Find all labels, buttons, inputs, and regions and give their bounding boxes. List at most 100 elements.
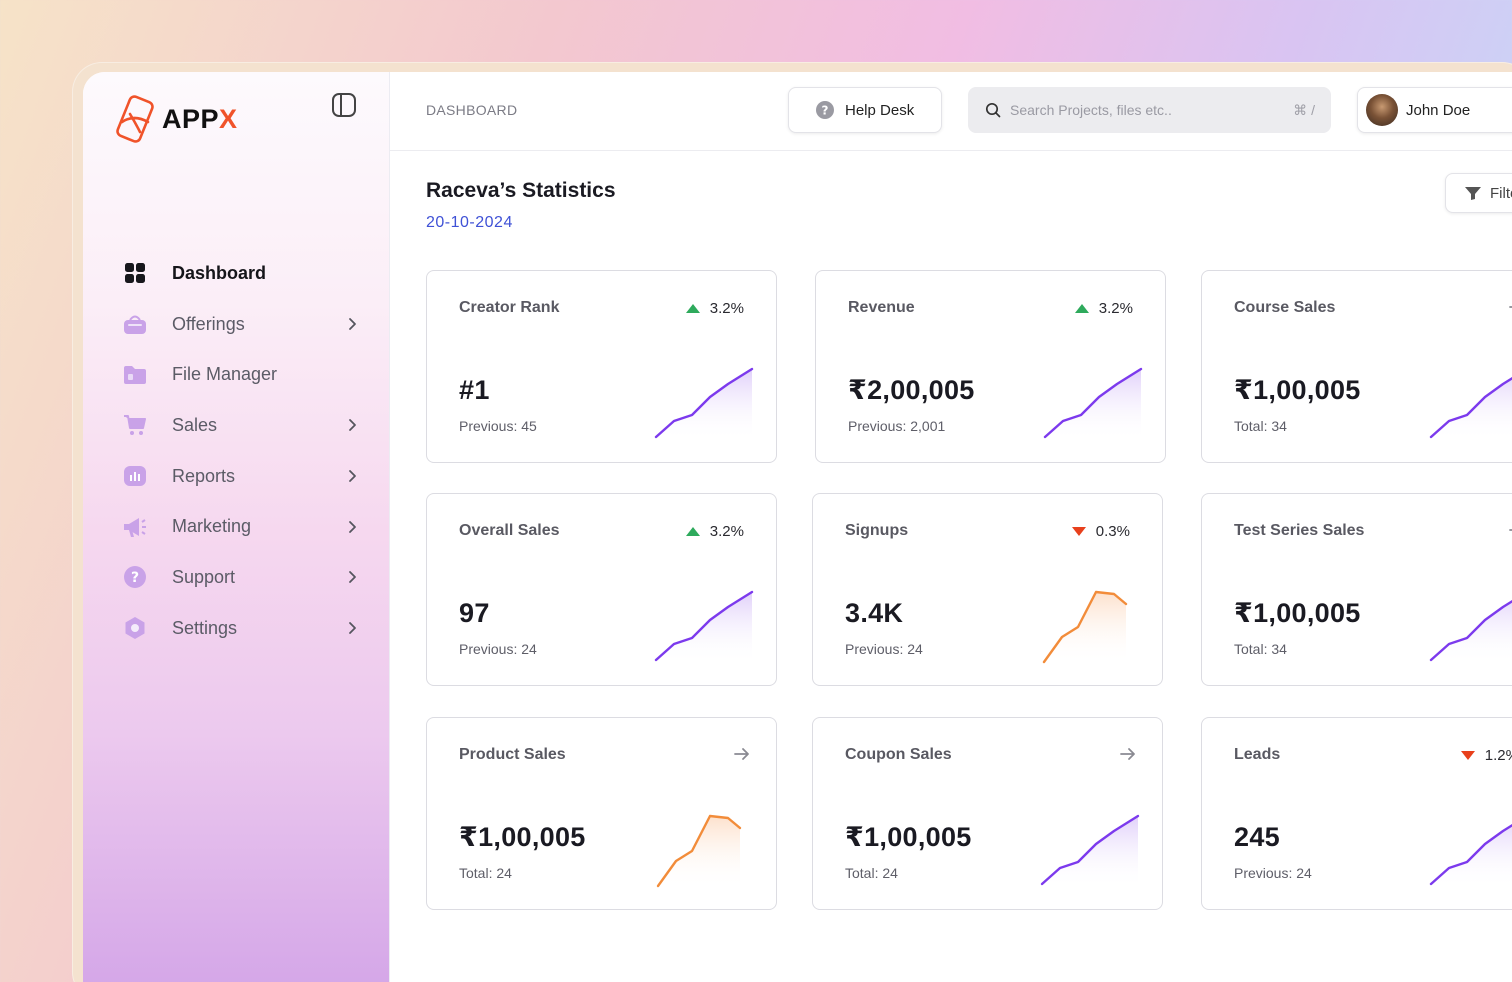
chevron-right-icon[interactable] (344, 620, 360, 636)
trend-badge: 3.2% (685, 300, 744, 317)
stat-card-coupon-sales[interactable]: Coupon Sales ₹1,00,005 Total: 24 (812, 717, 1163, 910)
stat-value: ₹1,00,005 (1234, 598, 1361, 628)
filter-icon (1465, 187, 1481, 200)
stat-subtext: Total: 34 (1234, 641, 1287, 657)
sparkline-line (1040, 814, 1140, 886)
trend-percent: 0.3% (1095, 523, 1130, 540)
stat-subtext: Previous: 24 (1234, 865, 1312, 881)
chevron-right-icon[interactable] (344, 316, 360, 332)
stat-card-test-series-sales[interactable]: Test Series Sales ₹1,00,005 Total: 34 (1201, 493, 1512, 686)
sidebar-item-file-manager[interactable]: File Manager (123, 349, 373, 400)
sparkline-area (1044, 592, 1126, 664)
sparkline-area (1431, 378, 1512, 441)
app-logo[interactable]: APPX (114, 92, 238, 146)
user-menu-button[interactable]: John Doe (1357, 87, 1512, 133)
sidebar-item-reports[interactable]: Reports (123, 451, 373, 502)
chevron-right-icon[interactable] (344, 468, 360, 484)
sparkline-chart (1040, 814, 1140, 888)
sparkline-line (654, 590, 754, 662)
arrow-right-icon[interactable] (1507, 520, 1512, 540)
stat-value: 97 (459, 598, 490, 628)
trend-down-icon (1460, 751, 1475, 760)
trend-up-icon (685, 304, 700, 313)
trend-percent: 3.2% (1098, 300, 1133, 317)
sparkline-chart (1042, 590, 1128, 664)
sparkline-area (658, 816, 740, 888)
appx-logo-icon (116, 95, 154, 143)
main-content: DASHBOARD ? Help Desk ⌘ / John Doe (390, 72, 1512, 982)
sidebar-item-label: Dashboard (172, 262, 267, 283)
search-bar[interactable]: ⌘ / (968, 87, 1331, 133)
sparkline-chart (654, 590, 754, 664)
chart-icon (123, 464, 147, 488)
stat-value: ₹1,00,005 (845, 822, 972, 852)
basket-icon (123, 312, 147, 336)
stat-label: Revenue (848, 299, 915, 316)
stat-card-leads[interactable]: Leads 1.2% 245 Previous: 24 (1201, 717, 1512, 910)
megaphone-icon (123, 515, 147, 539)
search-input[interactable] (1010, 102, 1280, 118)
arrow-right-icon[interactable] (1507, 297, 1512, 317)
sidebar-item-label: Reports (172, 465, 236, 486)
chevron-right-icon[interactable] (344, 519, 360, 535)
stat-subtext: Previous: 45 (459, 418, 537, 434)
stat-card-course-sales[interactable]: Course Sales ₹1,00,005 Total: 34 (1201, 270, 1512, 463)
stat-label: Creator Rank (459, 299, 560, 316)
trend-badge: 1.2% (1460, 747, 1512, 764)
top-bar: DASHBOARD ? Help Desk ⌘ / John Doe (390, 72, 1512, 151)
sidebar-toggle-icon[interactable] (331, 92, 357, 118)
arrow-right-icon[interactable] (732, 744, 752, 764)
stat-label: Signups (845, 522, 909, 539)
sidebar-item-label: Offerings (172, 313, 245, 334)
sparkline-line (1429, 599, 1512, 662)
chevron-right-icon[interactable] (344, 569, 360, 585)
trend-percent: 3.2% (709, 523, 744, 540)
sidebar-item-label: Settings (172, 617, 238, 638)
grid-icon (123, 261, 147, 285)
stat-card-product-sales[interactable]: Product Sales ₹1,00,005 Total: 24 (426, 717, 777, 910)
trend-up-icon (685, 527, 700, 536)
chevron-right-icon[interactable] (344, 417, 360, 433)
gear-icon (123, 616, 147, 640)
stat-value: #1 (459, 375, 490, 405)
sidebar-item-offerings[interactable]: Offerings (123, 299, 373, 350)
stat-label: Product Sales (459, 746, 566, 763)
help-icon: ? (123, 565, 147, 589)
sparkline-chart (656, 814, 742, 888)
help-desk-label: Help Desk (845, 101, 915, 119)
trend-percent: 3.2% (709, 300, 744, 317)
sidebar-item-sales[interactable]: Sales (123, 400, 373, 451)
filter-button[interactable]: Filter (1445, 173, 1512, 213)
stat-label: Overall Sales (459, 522, 560, 539)
stat-card-overall-sales[interactable]: Overall Sales 3.2% 97 Previous: 24 (426, 493, 777, 686)
arrow-right-icon[interactable] (1118, 744, 1138, 764)
stat-subtext: Total: 24 (845, 865, 898, 881)
stat-value: ₹2,00,005 (848, 375, 975, 405)
cart-icon (123, 413, 147, 437)
sidebar-item-label: Support (172, 566, 236, 587)
sidebar-item-marketing[interactable]: Marketing (123, 501, 373, 552)
sparkline-area (656, 369, 752, 441)
sparkline-area (1042, 816, 1138, 888)
search-icon (985, 102, 1001, 118)
stat-card-revenue[interactable]: Revenue 3.2% ₹2,00,005 Previous: 2,001 (815, 270, 1166, 463)
stat-subtext: Previous: 2,001 (848, 418, 946, 434)
stat-subtext: Total: 24 (459, 865, 512, 881)
svg-text:?: ? (822, 104, 829, 118)
filter-label: Filter (1490, 184, 1512, 202)
stat-card-creator-rank[interactable]: Creator Rank 3.2% #1 Previous: 45 (426, 270, 777, 463)
sparkline-area (1045, 369, 1141, 441)
help-desk-button[interactable]: ? Help Desk (788, 87, 942, 133)
sparkline-line (654, 367, 754, 439)
sparkline-area (1431, 825, 1512, 888)
sparkline-area (1431, 601, 1512, 664)
stat-label: Test Series Sales (1234, 522, 1365, 539)
trend-up-icon (1074, 304, 1089, 313)
stat-value: 245 (1234, 822, 1280, 852)
stat-card-signups[interactable]: Signups 0.3% 3.4K Previous: 24 (812, 493, 1163, 686)
sidebar-item-dashboard[interactable]: Dashboard (123, 248, 373, 299)
stat-value: ₹1,00,005 (1234, 375, 1361, 405)
sidebar: APPX Dashboard Offerings File Manager Sales… (83, 72, 390, 982)
sidebar-item-support[interactable]: ? Support (123, 552, 373, 603)
sidebar-item-settings[interactable]: Settings (123, 603, 373, 654)
